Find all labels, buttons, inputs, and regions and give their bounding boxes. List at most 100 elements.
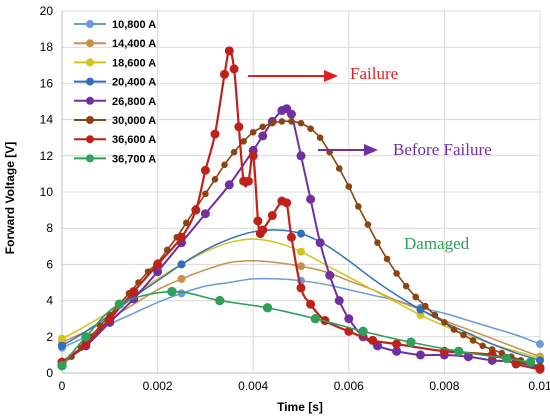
data-point — [501, 353, 512, 364]
data-point — [177, 274, 186, 283]
legend-label: 18,600 A — [112, 57, 156, 69]
data-point — [202, 190, 209, 198]
data-point — [267, 211, 277, 221]
data-point — [358, 326, 368, 337]
data-point — [81, 332, 91, 342]
data-point — [406, 337, 416, 347]
data-point — [221, 161, 228, 169]
data-point — [344, 314, 354, 324]
data-point — [210, 129, 220, 139]
legend-label: 20,400 A — [112, 77, 156, 89]
data-point — [249, 128, 257, 136]
data-point — [412, 293, 420, 301]
data-point — [297, 247, 305, 256]
data-point — [469, 337, 477, 344]
data-point — [153, 259, 163, 269]
grid — [61, 10, 541, 374]
data-point — [262, 303, 273, 313]
x-tick-label: 0.006 — [334, 379, 364, 393]
data-point — [248, 151, 258, 161]
data-point — [535, 364, 545, 374]
data-point — [220, 69, 230, 79]
legend-label: 26,800 A — [112, 96, 156, 108]
data-point — [416, 305, 425, 314]
legend-marker — [86, 96, 94, 105]
y-tick-label: 14 — [40, 113, 54, 127]
data-point — [240, 138, 247, 145]
data-point — [325, 270, 335, 280]
legend-marker — [86, 116, 94, 124]
data-point — [402, 282, 410, 290]
data-point — [306, 299, 316, 309]
data-point — [460, 331, 467, 339]
data-point — [487, 350, 497, 360]
x-tick-label: 0.004 — [238, 379, 268, 393]
data-point — [243, 176, 253, 186]
legend-marker — [86, 154, 94, 163]
data-point — [297, 229, 305, 238]
data-point — [58, 341, 66, 350]
data-point — [200, 165, 210, 175]
data-point — [374, 239, 381, 246]
data-point — [234, 122, 244, 132]
data-point — [479, 342, 486, 350]
data-point — [230, 148, 238, 156]
x-tick-label: 0.008 — [429, 379, 459, 393]
y-tick-label: 12 — [40, 149, 54, 163]
data-point — [215, 295, 225, 306]
data-point — [286, 232, 296, 242]
legend-marker — [86, 135, 94, 144]
data-point — [191, 205, 201, 215]
y-tick-label: 8 — [46, 221, 53, 235]
annotation-failure: Failure — [350, 64, 398, 83]
legend-label: 14,400 A — [112, 38, 156, 50]
data-point — [129, 287, 139, 297]
y-tick-label: 4 — [46, 294, 53, 308]
data-point — [416, 350, 425, 360]
y-tick-label: 20 — [40, 4, 54, 18]
data-point — [269, 119, 276, 127]
legend-marker — [86, 39, 94, 48]
data-point — [306, 194, 316, 204]
x-tick-label: 0 — [59, 379, 66, 393]
data-point — [421, 302, 429, 310]
legend-marker — [86, 77, 94, 86]
data-point — [288, 118, 295, 125]
data-point — [229, 64, 239, 74]
legend-label: 10,800 A — [112, 19, 156, 31]
data-point — [315, 238, 325, 248]
data-point — [57, 361, 67, 371]
data-point — [307, 125, 314, 132]
y-tick-label: 2 — [46, 330, 53, 344]
axes: 0 2 4 6 8 10 12 14 16 18 20 0 0.002 0.004 0.006 0.008 0.… — [40, 4, 550, 393]
data-point — [258, 225, 268, 235]
data-point — [58, 334, 66, 343]
legend-marker — [86, 20, 94, 28]
data-point — [297, 262, 305, 271]
data-point — [334, 296, 344, 306]
data-point — [335, 165, 343, 172]
series-36,600 A — [57, 46, 545, 374]
data-point — [310, 314, 321, 324]
data-point — [450, 326, 458, 333]
y-tick-label: 16 — [40, 76, 54, 90]
data-point — [393, 270, 400, 277]
data-point — [278, 118, 286, 125]
failure-arrowhead — [324, 70, 338, 82]
legend-label: 36,700 A — [112, 153, 156, 165]
legend-label: 36,600 A — [112, 134, 156, 146]
data-point — [525, 357, 536, 367]
data-point — [182, 219, 190, 227]
data-point — [224, 180, 234, 190]
data-point — [536, 340, 544, 349]
series-36,700 A — [57, 286, 536, 371]
y-tick-label: 0 — [46, 366, 53, 380]
legend-marker — [86, 58, 94, 67]
data-point — [296, 283, 306, 293]
legend: 10,800 A 14,400 A 18,600 A 20,400 A 26,800 A… — [74, 19, 156, 165]
data-point — [167, 286, 177, 297]
data-point — [355, 203, 362, 210]
x-tick-label: 0.01 — [528, 379, 550, 393]
y-tick-label: 18 — [40, 40, 54, 54]
data-point — [364, 221, 372, 228]
